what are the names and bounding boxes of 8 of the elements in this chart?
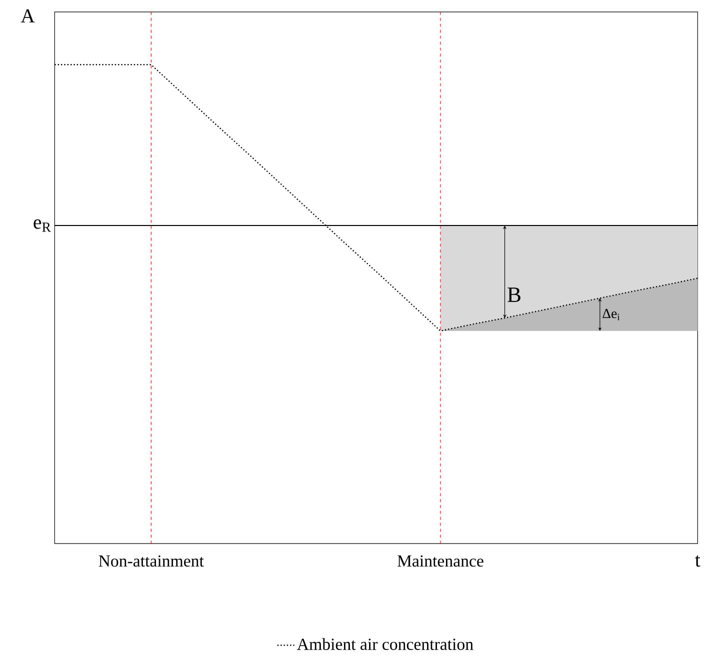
annotation: B [508,287,520,302]
x-tick-label: Non-attainment [98,555,204,567]
annotation: Δe$_{i}$ [602,308,620,320]
x-axis-title: t [695,555,700,567]
x-tick-label: Maintenance [397,555,484,567]
legend-label: Ambient air concentration [297,638,474,650]
y-axis-title: A [20,9,35,22]
ref-line-label: e$_{R}$ [34,219,51,232]
